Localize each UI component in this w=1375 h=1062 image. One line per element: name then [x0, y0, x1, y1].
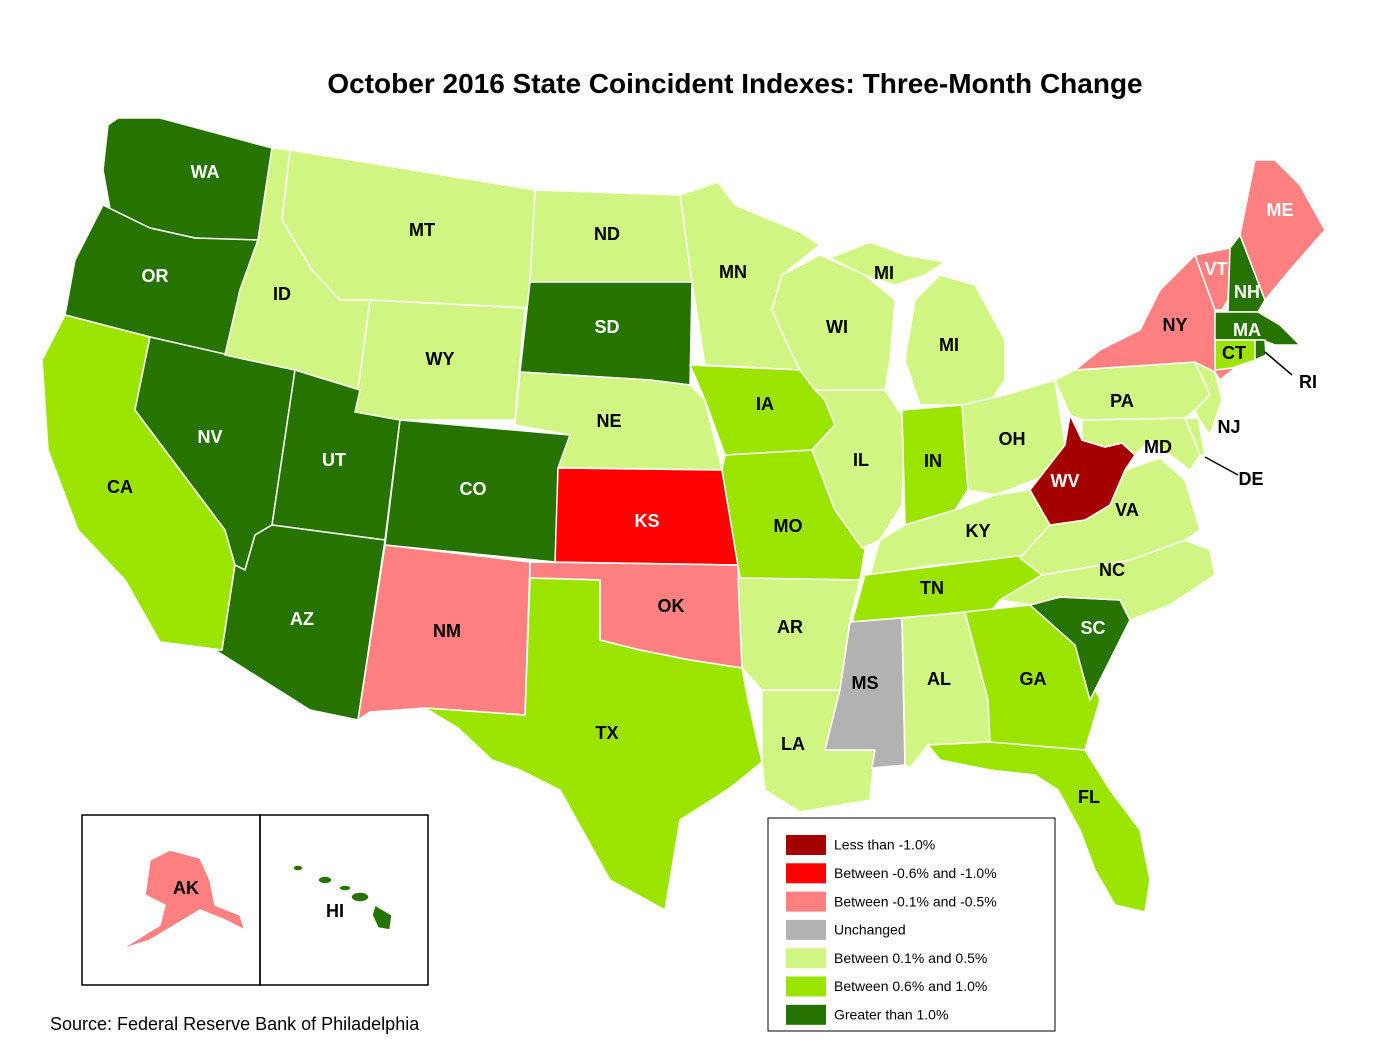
legend-swatch-lt_minus1: [786, 835, 826, 855]
label-MS: MS: [852, 673, 879, 693]
label-MO: MO: [774, 516, 803, 536]
label-IA: IA: [756, 394, 774, 414]
state-FL[interactable]: [927, 741, 1151, 913]
legend: Less than -1.0% Between -0.6% and -1.0% Be…: [786, 835, 997, 1025]
legend-swatch-unchanged: [786, 919, 826, 940]
state-IL[interactable]: [811, 389, 906, 549]
map-title: October 2016 State Coincident Indexes: T…: [327, 68, 1142, 99]
state-labels: WA OR CA NV ID MT WY UT CO AZ NM ND SD N…: [107, 162, 1317, 921]
label-ND: ND: [594, 224, 620, 244]
label-TX: TX: [595, 723, 618, 743]
label-CO: CO: [460, 479, 487, 499]
legend-label-m01_m05: Between -0.1% and -0.5%: [834, 893, 997, 909]
label-AK: AK: [173, 878, 199, 898]
state-ME[interactable]: [1239, 159, 1326, 301]
label-NH: NH: [1234, 282, 1260, 302]
label-ME: ME: [1267, 200, 1294, 220]
label-AZ: AZ: [290, 609, 314, 629]
label-MD: MD: [1144, 437, 1172, 457]
leader-RI: [1264, 351, 1293, 376]
state-CT[interactable]: [1214, 339, 1256, 371]
label-MI-upper: MI: [874, 263, 894, 283]
legend-label-unchanged: Unchanged: [834, 922, 906, 938]
label-MI: MI: [939, 335, 959, 355]
label-FL: FL: [1078, 787, 1100, 807]
label-CA: CA: [107, 477, 133, 497]
label-MA: MA: [1233, 320, 1261, 340]
label-NC: NC: [1099, 560, 1125, 580]
label-NM: NM: [433, 621, 461, 641]
label-WI: WI: [826, 317, 848, 337]
label-NY: NY: [1162, 315, 1187, 335]
state-HI[interactable]: [292, 864, 393, 931]
label-VA: VA: [1115, 500, 1139, 520]
legend-label-p06_p10: Between 0.6% and 1.0%: [834, 978, 987, 994]
legend-swatch-p06_p10: [786, 976, 826, 997]
label-MT: MT: [409, 220, 435, 240]
label-TN: TN: [920, 578, 944, 598]
legend-swatch-m06_m10: [786, 863, 826, 884]
label-DE: DE: [1238, 469, 1263, 489]
state-TX[interactable]: [424, 577, 763, 911]
label-OR: OR: [142, 266, 169, 286]
label-HI: HI: [326, 901, 344, 921]
legend-label-m06_m10: Between -0.6% and -1.0%: [834, 865, 997, 881]
legend-label-gt_1: Greater than 1.0%: [834, 1007, 948, 1023]
label-NV: NV: [197, 427, 222, 447]
source-note: Source: Federal Reserve Bank of Philadel…: [50, 1014, 420, 1034]
label-WV: WV: [1051, 471, 1080, 491]
label-KY: KY: [965, 521, 990, 541]
state-RI[interactable]: [1254, 339, 1267, 361]
state-NJ[interactable]: [1194, 361, 1223, 436]
label-OK: OK: [658, 596, 685, 616]
label-PA: PA: [1110, 391, 1134, 411]
state-AK[interactable]: [119, 849, 246, 951]
state-VT[interactable]: [1194, 247, 1231, 311]
legend-label-p01_p05: Between 0.1% and 0.5%: [834, 950, 987, 966]
label-RI: RI: [1299, 372, 1317, 392]
label-WA: WA: [191, 162, 220, 182]
label-OH: OH: [999, 429, 1026, 449]
state-MI[interactable]: [904, 274, 1006, 406]
label-VT: VT: [1204, 259, 1227, 279]
state-MI-upper[interactable]: [829, 241, 946, 286]
label-MN: MN: [719, 262, 747, 282]
legend-label-lt_minus1: Less than -1.0%: [834, 837, 935, 853]
state-shapes: [41, 117, 1326, 913]
label-SD: SD: [594, 317, 619, 337]
label-GA: GA: [1020, 669, 1047, 689]
label-UT: UT: [322, 450, 346, 470]
legend-swatch-p01_p05: [786, 948, 826, 969]
label-LA: LA: [781, 734, 805, 754]
label-AL: AL: [927, 669, 951, 689]
label-NE: NE: [596, 411, 621, 431]
label-CT: CT: [1222, 343, 1246, 363]
label-SC: SC: [1080, 618, 1105, 638]
label-NJ: NJ: [1217, 417, 1240, 437]
state-IN[interactable]: [901, 404, 969, 526]
label-IL: IL: [853, 450, 869, 470]
legend-swatch-m01_m05: [786, 891, 826, 912]
legend-swatch-gt_1: [786, 1004, 826, 1025]
label-AR: AR: [777, 617, 803, 637]
label-ID: ID: [273, 284, 291, 304]
state-DE[interactable]: [1184, 417, 1206, 456]
leader-DE: [1204, 456, 1239, 476]
label-WY: WY: [426, 349, 455, 369]
hawaii-inset-frame: [259, 814, 429, 986]
label-IN: IN: [924, 451, 942, 471]
state-NH[interactable]: [1227, 234, 1266, 313]
label-KS: KS: [634, 511, 659, 531]
